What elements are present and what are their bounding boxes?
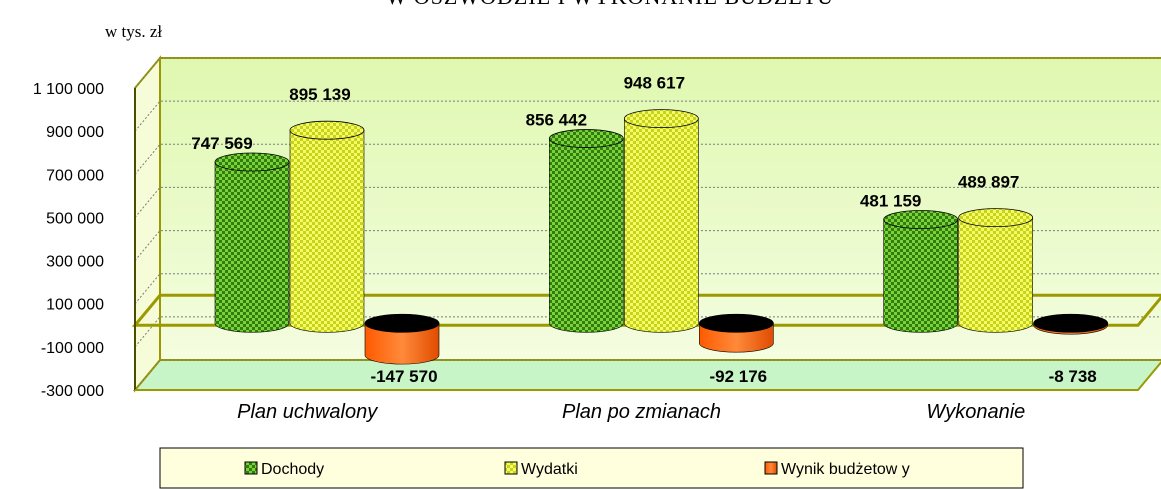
bar-cap <box>548 129 624 148</box>
chart-title: W OSZWODZIE I WYKONANIE BUDŻETU <box>386 0 834 9</box>
bar-body <box>883 219 958 333</box>
bar-cap <box>698 313 774 333</box>
category-labels: Plan uchwalony Plan po zmianach Wykonanie <box>237 401 1025 423</box>
bar <box>214 152 290 333</box>
legend-swatch <box>244 461 258 475</box>
gridline <box>134 273 1161 305</box>
legend-label: Wynik budżetow y <box>781 461 910 478</box>
zero-plane <box>131 293 1161 327</box>
bar-body <box>214 161 290 333</box>
bar <box>289 120 365 333</box>
value-label: 856 442 <box>526 111 587 130</box>
legend-item: Wynik budżetow y <box>764 461 910 478</box>
gridline <box>134 100 1161 132</box>
legend: Dochody Wydatki Wynik budżetow y <box>159 447 1024 489</box>
y-axis-ticks: -300 000 -100 000 100 000 300 000 500 000 700… <box>33 57 1161 400</box>
gridline <box>134 316 1161 348</box>
legend-label: Wydatki <box>521 461 578 478</box>
gridline <box>134 57 1161 89</box>
value-label: 948 617 <box>624 74 685 93</box>
bar-body <box>364 322 440 365</box>
bar <box>623 109 699 333</box>
bars <box>214 109 1109 365</box>
y-tick-label: 500 000 <box>46 210 104 227</box>
bar-cap <box>364 313 440 333</box>
bar <box>958 208 1034 333</box>
bar-cap <box>623 109 699 129</box>
bar <box>548 129 624 333</box>
floor <box>132 359 1161 391</box>
bar-body <box>549 138 624 333</box>
category-label: Plan uchwalony <box>237 401 378 423</box>
value-label: 747 569 <box>191 134 252 153</box>
bar-cap <box>289 120 365 140</box>
value-label: -147 570 <box>370 367 437 386</box>
legend-swatch <box>504 461 518 475</box>
y-tick-label: 700 000 <box>46 167 104 184</box>
bar-cap <box>883 210 959 229</box>
legend-item: Dochody <box>244 461 324 478</box>
gridline <box>134 359 1161 391</box>
y-tick-label: 300 000 <box>46 254 104 271</box>
bar-cap <box>1033 313 1109 333</box>
bar <box>364 313 440 365</box>
y-tick-label: 1 100 000 <box>33 81 104 98</box>
gridline <box>134 143 1161 175</box>
bar <box>698 313 774 353</box>
bar-body <box>289 129 365 333</box>
category-label: Plan po zmianach <box>562 401 721 423</box>
value-label: -8 738 <box>1049 367 1097 386</box>
gridline <box>134 230 1161 261</box>
bar <box>883 210 959 333</box>
side-wall <box>134 55 161 393</box>
value-label: 489 897 <box>958 173 1019 192</box>
y-tick-label: 900 000 <box>46 124 104 141</box>
unit-label: w tys. zł <box>105 22 162 41</box>
gridline <box>134 186 1161 218</box>
legend-box <box>159 447 1024 489</box>
y-tick-label: 100 000 <box>46 297 104 314</box>
bar-body <box>624 118 699 333</box>
value-label: 481 159 <box>860 191 921 210</box>
legend-swatch <box>764 461 778 475</box>
value-labels: 747 569 895 139 -147 570 856 442 948 617 -92 … <box>191 74 1096 386</box>
bar <box>1033 313 1109 335</box>
bar-cap <box>958 208 1034 228</box>
legend-label: Dochody <box>261 461 324 478</box>
y-tick-label: -300 000 <box>41 383 104 400</box>
y-tick-label: -100 000 <box>41 340 104 357</box>
bar-cap <box>214 152 290 172</box>
legend-item: Wydatki <box>504 461 578 478</box>
bar-body <box>958 217 1033 333</box>
value-label: 895 139 <box>289 85 350 104</box>
category-label: Wykonanie <box>926 401 1025 423</box>
value-label: -92 176 <box>709 367 767 386</box>
